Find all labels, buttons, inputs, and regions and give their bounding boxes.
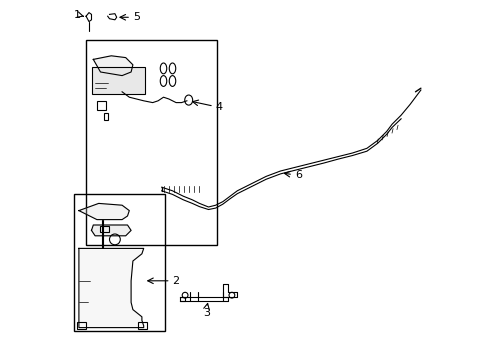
Bar bbox=[86, 40, 217, 245]
Bar bbox=[100, 226, 108, 232]
Bar bbox=[104, 113, 108, 120]
Polygon shape bbox=[79, 248, 143, 328]
Polygon shape bbox=[91, 225, 131, 236]
Bar bbox=[138, 322, 147, 329]
Text: 2: 2 bbox=[172, 276, 179, 286]
Bar bbox=[91, 67, 145, 94]
Polygon shape bbox=[93, 56, 133, 76]
Polygon shape bbox=[79, 203, 129, 220]
Bar bbox=[77, 322, 86, 329]
Text: 5: 5 bbox=[133, 12, 140, 22]
Text: 1: 1 bbox=[73, 10, 81, 21]
Bar bbox=[97, 101, 106, 110]
Text: 6: 6 bbox=[294, 170, 301, 180]
Text: 3: 3 bbox=[203, 308, 210, 318]
Text: 4: 4 bbox=[215, 102, 223, 112]
Bar bbox=[73, 194, 165, 331]
